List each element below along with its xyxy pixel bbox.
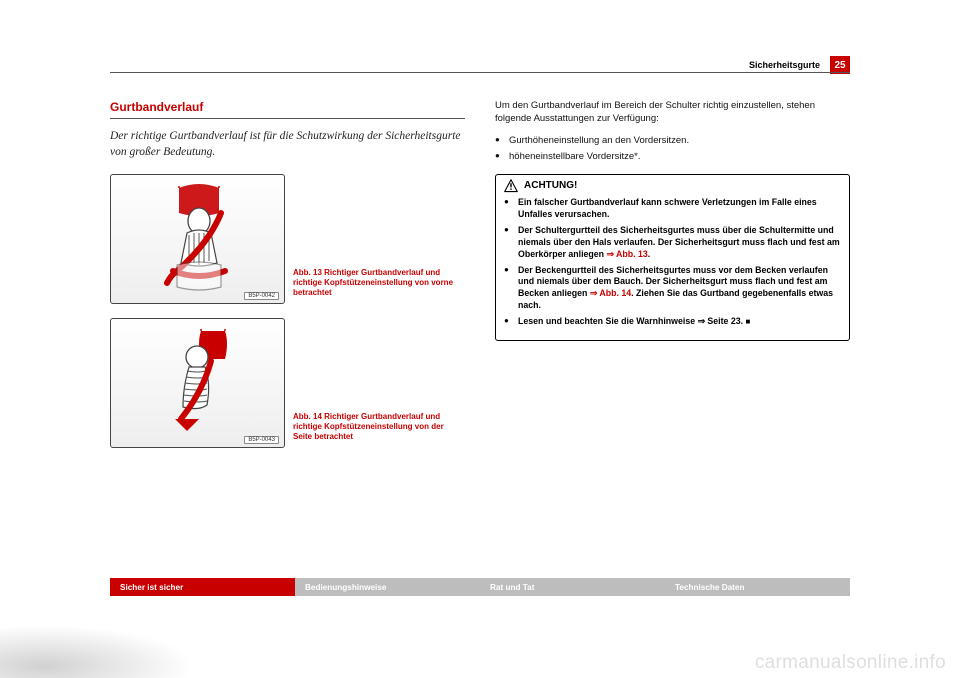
left-column: Gurtbandverlauf Der richtige Gurtbandver… — [110, 100, 465, 462]
header-rule — [110, 72, 850, 73]
footer-tab-rat[interactable]: Rat und Tat — [480, 578, 665, 596]
figure-13-code: B5P-0042 — [244, 292, 279, 300]
end-marker: ■ — [746, 317, 751, 326]
figure-14-caption: Abb. 14 Richtiger Gurt­bandverlauf und r… — [293, 412, 465, 448]
warning-item: Der Schultergurtteil des Sicherheitsgurt… — [504, 225, 841, 261]
section-name: Sicherheitsgurte — [749, 60, 820, 70]
warning-label: ACHTUNG! — [524, 179, 577, 193]
watermark: carmanualsonline.info — [755, 652, 946, 674]
warning-text: . — [648, 249, 650, 259]
lead-text: Um den Gurtbandverlauf im Bereich der Sc… — [495, 100, 850, 126]
seatbelt-side-illustration — [159, 327, 239, 437]
figure-ref: ⇒ Abb. 13 — [606, 249, 647, 259]
feature-item: Gurthöheneinstellung an den Vordersitzen… — [495, 134, 850, 148]
footer-tab-sicher[interactable]: Sicher ist sicher — [110, 578, 295, 596]
right-column: Um den Gurtbandverlauf im Bereich der Sc… — [495, 100, 850, 462]
footer-tabs: Sicher ist sicher Bedienungshinweise Rat… — [110, 578, 850, 596]
section-title: Gurtbandverlauf — [110, 100, 465, 119]
manual-page: Sicherheitsgurte 25 Gurtbandverlauf Der … — [0, 0, 960, 678]
footer-tab-technische[interactable]: Technische Daten — [665, 578, 850, 596]
corner-shadow — [0, 618, 220, 678]
feature-list: Gurthöheneinstellung an den Vordersitzen… — [495, 134, 850, 165]
warning-body: Ein falscher Gurtbandverlauf kann schwer… — [496, 195, 849, 340]
figure-14-code: B5P-0043 — [244, 436, 279, 444]
warning-header: ACHTUNG! — [496, 175, 849, 195]
warning-box: ACHTUNG! Ein falscher Gurtbandverlauf ka… — [495, 174, 850, 341]
warning-text: Der Schultergurtteil des Sicherheitsgurt… — [518, 225, 840, 259]
figure-13: B5P-0042 — [110, 174, 285, 304]
section-intro: Der richtige Gurtbandverlauf ist für die… — [110, 129, 465, 160]
warning-item: Lesen und beachten Sie die Warnhinweise … — [504, 316, 841, 328]
page-ref: ⇒ Seite 23. — [698, 316, 744, 326]
feature-item: höheneinstellbare Vordersitze*. — [495, 150, 850, 164]
footer-tab-bedienung[interactable]: Bedienungshinweise — [295, 578, 480, 596]
figure-14-row: B5P-0043 Abb. 14 Richtiger Gurt­bandverl… — [110, 318, 465, 448]
figure-14: B5P-0043 — [110, 318, 285, 448]
warning-item: Ein falscher Gurtbandverlauf kann schwer… — [504, 197, 841, 221]
warning-item: Der Beckengurtteil des Sicherheitsgurtes… — [504, 265, 841, 313]
figure-13-caption: Abb. 13 Richtiger Gurt­bandverlauf und r… — [293, 268, 465, 304]
figure-ref: ⇒ Abb. 14 — [590, 288, 631, 298]
figure-13-row: B5P-0042 Abb. 13 Richtiger Gurt­bandverl… — [110, 174, 465, 304]
content-columns: Gurtbandverlauf Der richtige Gurtbandver… — [110, 100, 850, 462]
warning-text: Lesen und beachten Sie die Warnhinweise — [518, 316, 698, 326]
warning-triangle-icon — [504, 179, 518, 193]
seatbelt-front-illustration — [159, 183, 239, 293]
